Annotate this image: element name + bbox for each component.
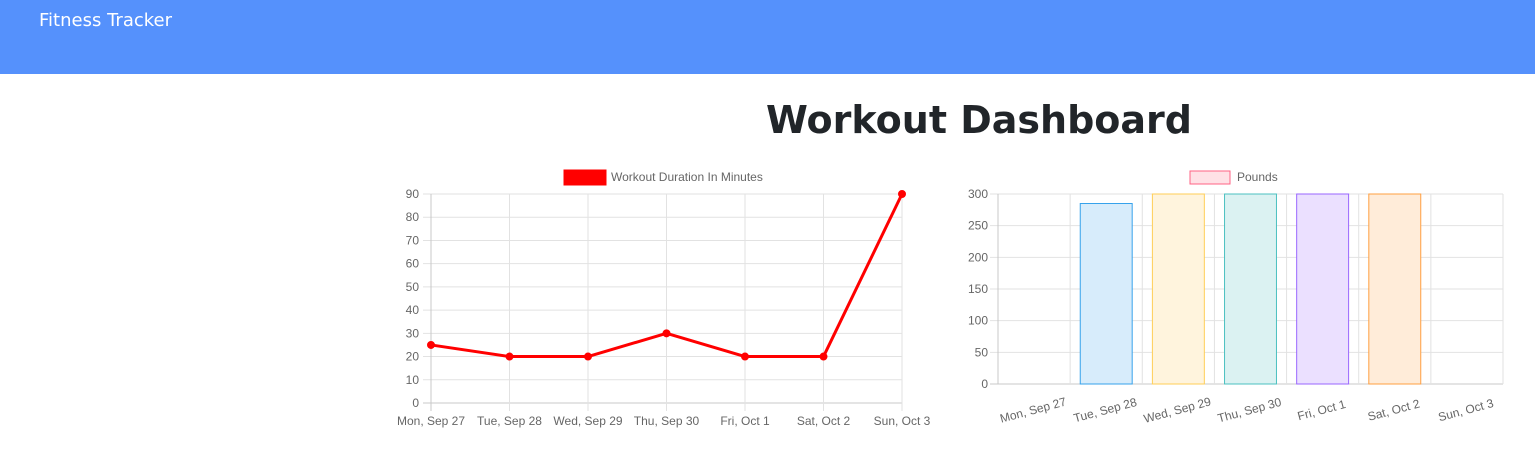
x-tick-label: Tue, Sep 28 <box>477 414 542 428</box>
y-tick-label: 0 <box>412 396 419 410</box>
pounds-bar <box>1151 193 1205 385</box>
x-tick-label: Thu, Sep 30 <box>634 414 700 428</box>
pounds-bar <box>1079 203 1133 385</box>
duration-data-point <box>898 190 906 198</box>
duration-data-point <box>662 329 671 338</box>
page-title: Workout Dashboard <box>766 98 1192 142</box>
y-tick-label: 10 <box>406 373 420 387</box>
x-tick-label: Thu, Sep 30 <box>1216 395 1283 426</box>
pounds-bar <box>1224 193 1277 385</box>
x-tick-label: Sat, Oct 2 <box>1366 396 1421 423</box>
workout-duration-chart: 0 10 20 30 40 50 60 70 80 90 Mon, Sep 27 Tue, Sep 2… <box>397 169 931 428</box>
x-tick-label: Mon, Sep 27 <box>998 394 1068 425</box>
duration-data-point <box>819 352 828 361</box>
x-tick-label: Fri, Oct 1 <box>720 414 770 428</box>
x-tick-label: Fri, Oct 1 <box>1296 397 1348 423</box>
x-tick-label: Wed, Sep 29 <box>1142 394 1213 426</box>
legend-label: Workout Duration In Minutes <box>611 170 763 184</box>
duration-data-point <box>584 352 592 361</box>
y-tick-label: 150 <box>968 282 988 296</box>
x-tick-label: Mon, Sep 27 <box>397 414 465 428</box>
navbar-brand-link[interactable]: Fitness Tracker <box>39 10 172 31</box>
y-tick-label: 60 <box>406 257 420 271</box>
y-tick-label: 50 <box>406 280 420 294</box>
x-tick-label: Sun, Oct 3 <box>874 414 931 428</box>
y-tick-label: 0 <box>981 377 988 391</box>
duration-data-point <box>505 352 514 361</box>
pounds-legend: Pounds <box>1189 170 1278 185</box>
pounds-bar <box>1296 193 1350 385</box>
x-tick-label: Sat, Oct 2 <box>797 414 851 428</box>
y-tick-label: 20 <box>406 350 420 364</box>
y-tick-label: 80 <box>406 210 420 224</box>
duration-data-point <box>427 340 435 349</box>
y-tick-label: 100 <box>968 314 988 328</box>
x-tick-label: Sun, Oct 3 <box>1437 396 1496 424</box>
y-tick-label: 70 <box>406 233 420 247</box>
duration-data-point <box>741 352 749 361</box>
x-tick-label: Tue, Sep 28 <box>1072 395 1139 425</box>
pounds-chart: 0 50 100 150 200 250 300 Mon, Sep 27 Tue, Sep 28… <box>968 170 1504 426</box>
pounds-bar <box>1368 193 1422 385</box>
duration-legend: Workout Duration In Minutes <box>563 169 763 186</box>
y-tick-label: 90 <box>406 187 420 201</box>
legend-swatch <box>563 169 607 186</box>
y-tick-label: 200 <box>968 250 988 264</box>
y-tick-label: 250 <box>968 219 988 233</box>
x-tick-label: Wed, Sep 29 <box>553 414 622 428</box>
y-tick-label: 50 <box>975 345 989 359</box>
y-tick-label: 30 <box>406 326 420 340</box>
legend-swatch <box>1189 170 1231 185</box>
legend-label: Pounds <box>1237 170 1278 184</box>
navbar: Fitness Tracker <box>0 0 1535 74</box>
y-tick-label: 40 <box>406 303 420 317</box>
y-tick-label: 300 <box>968 187 988 201</box>
